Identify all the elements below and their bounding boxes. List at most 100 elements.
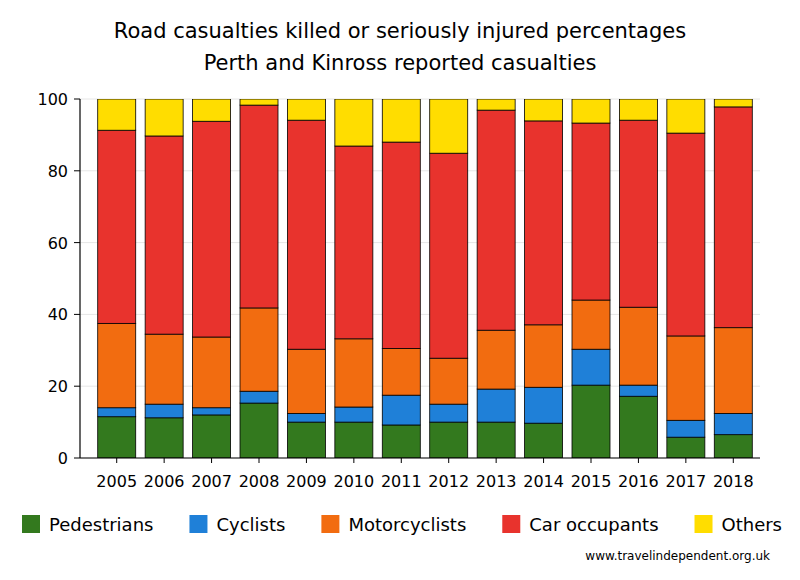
bar-segment: [714, 435, 752, 458]
bar-segment: [619, 120, 657, 307]
bars: [98, 99, 753, 458]
bar-segment: [193, 415, 231, 458]
bar-segment: [619, 307, 657, 385]
legend-swatch: [502, 515, 520, 533]
bar-segment: [477, 330, 515, 389]
x-tick: [306, 458, 307, 463]
legend-swatch: [321, 515, 339, 533]
bar-segment: [572, 385, 610, 458]
y-tick-label: 40: [48, 305, 68, 324]
chart: Road casualties killed or seriously inju…: [0, 0, 800, 580]
y-axis: [79, 99, 80, 458]
bar-segment: [525, 99, 563, 121]
bar-segment: [572, 349, 610, 385]
bar-segment: [667, 99, 705, 133]
bar-segment: [193, 99, 231, 121]
bar-segment: [240, 391, 278, 403]
y-tick: [74, 242, 80, 243]
x-tick-label: 2005: [96, 472, 137, 491]
bar-segment: [714, 413, 752, 434]
bar-segment: [193, 408, 231, 415]
x-tick: [591, 458, 592, 463]
x-tick: [733, 458, 734, 463]
grid-line: [80, 458, 760, 459]
y-tick-label: 100: [37, 90, 68, 109]
x-tick: [211, 458, 212, 463]
legend-label: Car occupants: [529, 514, 658, 535]
bar-segment: [382, 395, 420, 425]
bar-segment: [240, 308, 278, 391]
bar-segment: [287, 413, 325, 422]
bar-segment: [619, 396, 657, 458]
x-tick: [164, 458, 165, 463]
x-tick: [638, 458, 639, 463]
source: www.travelindependent.org.uk: [585, 549, 770, 563]
bar-segment: [145, 99, 183, 136]
bar-segment: [382, 349, 420, 396]
x-tick: [543, 458, 544, 463]
bar-segment: [98, 417, 136, 458]
bar-segment: [430, 99, 468, 153]
bar-segment: [335, 407, 373, 422]
bar-segment: [382, 99, 420, 142]
bar-segment: [145, 136, 183, 334]
bar-segment: [714, 328, 752, 414]
x-tick-label: 2013: [476, 472, 517, 491]
y-tick: [74, 170, 80, 171]
bar-segment: [335, 99, 373, 146]
y-tick: [74, 99, 80, 100]
title: Road casualties killed or seriously inju…: [114, 19, 686, 43]
bar-segment: [335, 422, 373, 458]
y-tick: [74, 314, 80, 315]
bar-segment: [430, 422, 468, 458]
x-tick: [448, 458, 449, 463]
bar-segment: [98, 408, 136, 417]
legend-swatch: [22, 515, 40, 533]
legend-swatch: [189, 515, 207, 533]
x-tick-label: 2009: [286, 472, 327, 491]
bar-segment: [382, 142, 420, 348]
bar-segment: [98, 99, 136, 130]
bar-segment: [430, 153, 468, 358]
x-tick-label: 2018: [713, 472, 754, 491]
x-tick: [259, 458, 260, 463]
bar-segment: [145, 418, 183, 458]
bar-segment: [382, 425, 420, 458]
bar-segment: [98, 130, 136, 323]
y-tick-label: 0: [58, 449, 68, 468]
x-tick-label: 2010: [333, 472, 374, 491]
x-tick-label: 2011: [381, 472, 422, 491]
bar-segment: [525, 325, 563, 387]
x-tick-label: 2017: [665, 472, 706, 491]
bar-segment: [667, 420, 705, 437]
bar-segment: [240, 99, 278, 105]
bar-segment: [477, 99, 515, 110]
bar-segment: [430, 404, 468, 422]
bar-segment: [572, 123, 610, 300]
x-tick-label: 2016: [618, 472, 659, 491]
bar-segment: [477, 389, 515, 422]
y-tick-label: 80: [48, 162, 68, 181]
bar-segment: [667, 336, 705, 420]
y-tick-label: 60: [48, 234, 68, 253]
bar-segment: [477, 110, 515, 330]
bar-segment: [525, 423, 563, 458]
legend-label: Others: [722, 514, 783, 535]
x-tick-label: 2014: [523, 472, 564, 491]
bar-segment: [145, 404, 183, 418]
bar-segment: [98, 323, 136, 407]
x-tick: [353, 458, 354, 463]
y-tick: [74, 458, 80, 459]
bar-segment: [525, 121, 563, 325]
x-tick: [401, 458, 402, 463]
x-tick-label: 2012: [428, 472, 469, 491]
bar-segment: [287, 349, 325, 413]
bar-segment: [193, 121, 231, 337]
bar-segment: [430, 358, 468, 404]
bar-segment: [240, 105, 278, 308]
x-axis: [80, 457, 760, 458]
bar-segment: [619, 385, 657, 396]
bar-segment: [477, 422, 515, 458]
x-tick-label: 2015: [571, 472, 612, 491]
bar-segment: [335, 339, 373, 407]
